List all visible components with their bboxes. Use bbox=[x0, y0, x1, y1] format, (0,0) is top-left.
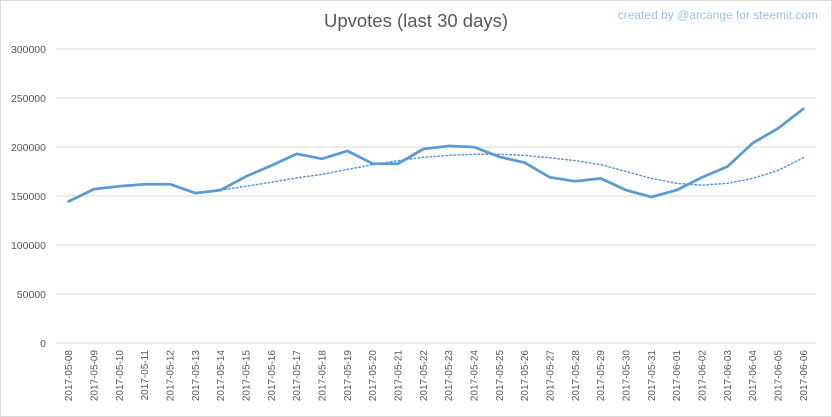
y-tick-label: 300000 bbox=[11, 44, 46, 56]
x-tick-label: 2017-05-08 bbox=[64, 350, 75, 402]
y-tick-label: 50000 bbox=[17, 289, 46, 301]
x-tick-label: 2017-06-06 bbox=[799, 350, 810, 402]
trendline-series bbox=[219, 153, 805, 191]
x-tick-label: 2017-05-27 bbox=[546, 350, 557, 402]
x-tick-label: 2017-06-01 bbox=[672, 350, 683, 402]
x-tick-label: 2017-05-21 bbox=[394, 350, 405, 402]
x-tick-label: 2017-05-26 bbox=[520, 350, 531, 402]
y-tick-label: 150000 bbox=[11, 191, 46, 203]
x-tick-label: 2017-05-31 bbox=[647, 350, 658, 402]
x-tick-label: 2017-05-23 bbox=[444, 350, 455, 402]
x-tick-label: 2017-06-05 bbox=[774, 350, 785, 402]
x-tick-label: 2017-05-09 bbox=[90, 350, 101, 402]
x-tick-label: 2017-05-28 bbox=[571, 350, 582, 402]
y-tick-label: 200000 bbox=[11, 142, 46, 154]
x-tick-label: 2017-05-11 bbox=[140, 350, 151, 401]
x-tick-label: 2017-05-25 bbox=[495, 350, 506, 402]
x-tick-label: 2017-06-03 bbox=[723, 350, 734, 402]
x-axis-ticks: 2017-05-08 2017-05-09 2017-05-10 2017-05-11… bbox=[64, 350, 810, 402]
credit-text: created by @arcange for steemit.com bbox=[617, 8, 818, 22]
x-tick-label: 2017-05-13 bbox=[191, 350, 202, 402]
x-tick-label: 2017-06-04 bbox=[748, 350, 759, 402]
x-tick-label: 2017-05-29 bbox=[596, 350, 607, 402]
x-tick-label: 2017-05-15 bbox=[242, 350, 253, 402]
x-tick-label: 2017-05-19 bbox=[343, 350, 354, 402]
upvotes-series-line bbox=[67, 107, 805, 203]
x-tick-label: 2017-05-14 bbox=[216, 350, 227, 402]
x-tick-label: 2017-05-20 bbox=[368, 350, 379, 402]
x-tick-label: 2017-05-22 bbox=[419, 350, 430, 402]
y-axis-ticks: 0 50000 100000 150000 200000 250000 300000 bbox=[11, 44, 46, 350]
gridlines bbox=[56, 48, 816, 344]
x-tick-label: 2017-05-24 bbox=[470, 350, 481, 402]
y-tick-label: 250000 bbox=[11, 93, 46, 105]
x-tick-label: 2017-05-30 bbox=[622, 350, 633, 402]
y-tick-label: 0 bbox=[40, 338, 46, 350]
x-tick-label: 2017-06-02 bbox=[698, 350, 709, 402]
x-tick-label: 2017-05-18 bbox=[318, 350, 329, 402]
x-tick-label: 2017-05-16 bbox=[267, 350, 278, 402]
x-tick-label: 2017-05-12 bbox=[166, 350, 177, 402]
series-lines bbox=[67, 107, 805, 203]
chart-title: Upvotes (last 30 days) bbox=[323, 10, 509, 31]
x-tick-label: 2017-05-17 bbox=[292, 350, 303, 402]
x-tick-label: 2017-05-10 bbox=[115, 350, 126, 402]
y-tick-label: 100000 bbox=[11, 240, 46, 252]
